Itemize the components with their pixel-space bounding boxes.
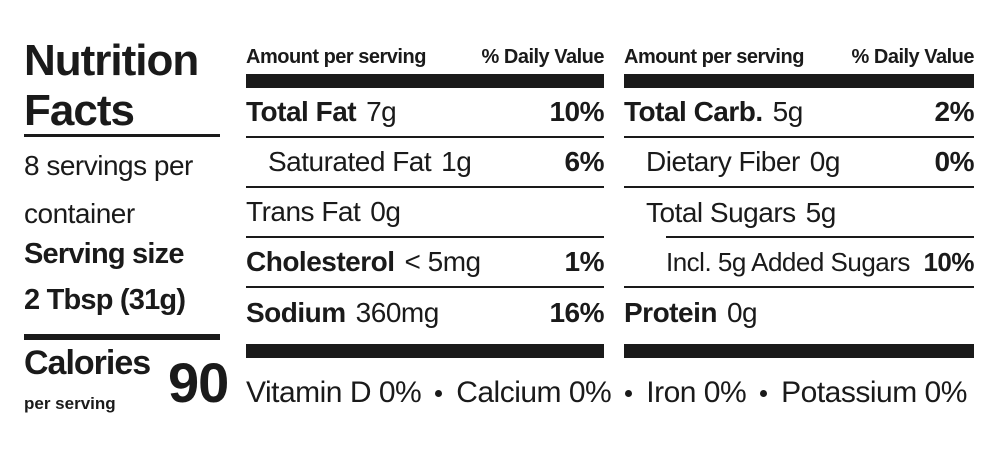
divider (24, 334, 220, 340)
serving-size-label: Serving size (24, 238, 184, 270)
nutrient-amount: 0g (726, 297, 758, 328)
nutrient-dv: 10% (923, 246, 974, 277)
nutrient-row: Cholesterol < 5mg 1% (246, 238, 605, 288)
nutrient-row: Trans Fat 0g (246, 188, 604, 238)
nutrient-row: Total Fat 7g 10% (246, 88, 604, 138)
calories-value: 90 (168, 351, 229, 414)
nutrient-name: Total Fat (246, 96, 357, 127)
nutrient-amount: 7g (366, 96, 397, 127)
nutrient-dv: 0% (934, 146, 975, 177)
nutrient-row-inner: Dietary Fiber 0g 0% (624, 138, 975, 186)
nutrient-name: Total Sugars (646, 197, 796, 228)
vitamin: Calcium 0% (456, 376, 612, 409)
nutrient-dv: 6% (564, 146, 605, 177)
column-header: Amount per serving % Daily Value (246, 40, 605, 74)
vitamin: Potassium 0% (781, 376, 967, 409)
nutrient-row: Dietary Fiber 0g 0% (624, 138, 975, 188)
nutrient-name: Cholesterol (246, 246, 395, 277)
header-amount: Amount per serving (246, 45, 426, 68)
nutrient-row-inner: Saturated Fat 1g 6% (246, 138, 605, 186)
nutrient-name: Sodium (246, 297, 346, 328)
nutrient-name: Incl. 5g Added Sugars (666, 246, 910, 277)
separator-dot (760, 389, 768, 397)
nutrient-dv: 16% (549, 297, 604, 328)
nutrient-row: Sodium 360mg 16% (246, 288, 604, 338)
nutrient-amount: 5g (805, 197, 837, 228)
nutrient-row: Protein 0g (624, 288, 974, 338)
thick-bar (624, 74, 974, 88)
nutrient-amount: 0g (370, 196, 401, 227)
nutrient-amount: 5g (772, 96, 804, 127)
label-title: Nutrition Facts (24, 36, 199, 135)
calories-label: Calories (24, 344, 151, 382)
nutrient-name: Trans Fat (246, 196, 361, 227)
nutrient-row-inner: Incl. 5g Added Sugars 10% (666, 236, 974, 286)
nutrient-dv: 10% (549, 96, 604, 127)
servings: 8 servings per container (24, 150, 193, 229)
nutrient-name: Total Carb. (624, 96, 763, 127)
divider (24, 134, 220, 137)
nutrient-row: Saturated Fat 1g 6% (246, 138, 605, 188)
nutrient-amount: 1g (441, 146, 472, 177)
nutrient-row-inner: Total Sugars 5g (624, 188, 974, 238)
separator-dot (625, 389, 633, 397)
nutrient-name: Dietary Fiber (646, 146, 800, 177)
vitamins: Vitamin D 0% Calcium 0% Iron 0% Potassium 0… (246, 376, 967, 410)
thick-bar (246, 344, 604, 358)
nutrient-row: Total Carb. 5g 2% (624, 88, 975, 138)
nutrient-name: Saturated Fat (268, 146, 432, 177)
column-header: Amount per serving % Daily Value (624, 40, 975, 74)
nutrient-dv: 1% (564, 246, 605, 277)
thick-bar (246, 74, 604, 88)
thick-bar (624, 344, 974, 358)
nutrient-amount: 0g (809, 146, 841, 177)
header-dv: % Daily Value (481, 45, 605, 68)
header-dv: % Daily Value (851, 45, 975, 68)
vitamin: Vitamin D 0% (246, 376, 422, 409)
nutrient-column: Amount per serving % Daily Value Total Car… (624, 40, 975, 358)
nutrient-dv: 2% (934, 96, 975, 127)
nutrient-amount: < 5mg (404, 246, 482, 277)
header-amount: Amount per serving (624, 45, 804, 68)
serving-size: 2 Tbsp (31g) (24, 284, 186, 316)
vitamin: Iron 0% (646, 376, 747, 409)
nutrient-column: Amount per serving % Daily Value Total Fat… (246, 40, 605, 358)
nutrient-row: Total Sugars 5g (624, 188, 974, 238)
separator-dot (435, 389, 443, 397)
nutrient-name: Protein (624, 297, 717, 328)
calories-note: per serving (24, 394, 116, 413)
nutrient-row: Incl. 5g Added Sugars 10% (624, 236, 974, 288)
nutrient-amount: 360mg (355, 297, 440, 328)
